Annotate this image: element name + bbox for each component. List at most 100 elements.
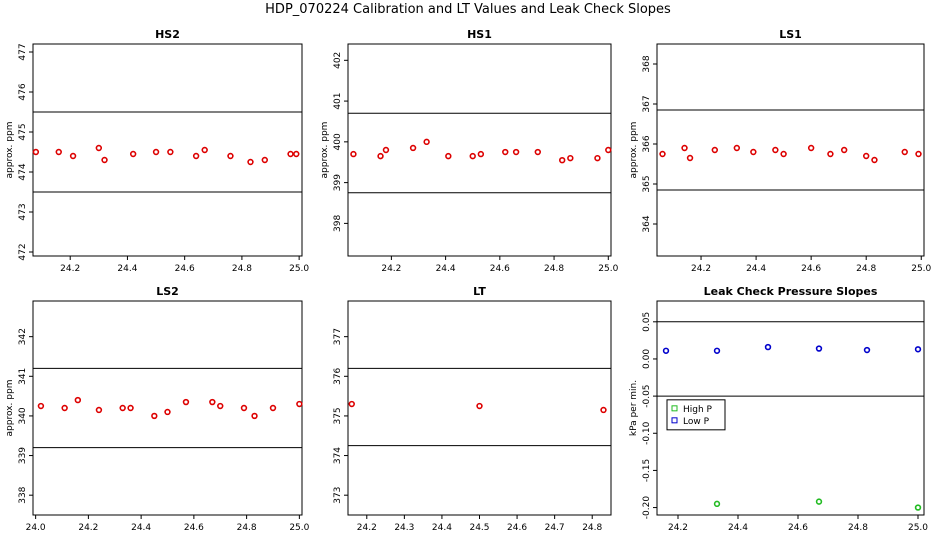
data-point [780,150,787,158]
legend-box [666,399,726,431]
data-point [287,150,294,158]
panel-title: HS2 [155,28,180,41]
x-tick-label: 24.4 [746,264,766,274]
data-point [151,412,158,420]
plot-frame [656,300,925,516]
panel-title: HS1 [467,28,492,41]
y-tick-label: 474 [18,163,28,180]
data-point [61,404,68,412]
y-tick-label: 0.05 [642,312,652,332]
data-point [659,150,666,158]
y-tick-label: 398 [333,215,343,232]
data-point [871,156,878,164]
y-tick-label: 476 [18,83,28,100]
data-point [55,148,62,156]
data-point [167,148,174,156]
x-tick-label: 24.2 [668,523,688,533]
y-axis-label: approx. ppm [5,122,15,179]
panel-hs1: HS1 24.2 24.4 24.6 24.8 25.0 398 399 400 401 402 ap… [320,28,619,274]
x-tick-label: 24.0 [26,523,46,533]
data-point [247,158,254,166]
panel-title: LT [473,285,486,298]
x-tick-label: 25.0 [908,523,928,533]
data-point [502,148,509,156]
plot-frame [656,43,925,257]
data-point [95,144,103,152]
y-axis-label: kPa per min. [629,380,639,436]
x-tick-label: 24.4 [432,523,452,533]
y-tick-label: 377 [333,328,343,345]
data-point [713,500,721,508]
data-point [377,152,384,160]
y-tick-label: 472 [18,243,28,260]
y-tick-label: 374 [333,447,343,464]
legend-swatch [671,417,678,424]
data-point [74,396,82,404]
data-point [815,498,823,505]
data-point [201,146,208,154]
data-point [293,150,300,158]
data-point [476,402,483,410]
page-title: HDP_070224 Calibration and LT Values and… [265,2,671,17]
y-tick-label: 399 [333,174,343,191]
data-point [469,152,476,160]
y-axis-label: approx. ppm [629,122,639,179]
panel-ls2: LS2 24.0 24.2 24.4 24.6 24.8 25.0 338 339 340 341 3… [5,285,310,533]
y-tick-label: 368 [642,55,652,72]
y-tick-label: 400 [333,133,343,150]
x-tick-label: 24.4 [117,264,137,274]
y-tick-label: 339 [18,447,28,464]
data-point [382,146,390,154]
data-point [512,148,520,156]
y-tick-label: 365 [642,175,652,192]
data-point [261,156,268,164]
x-tick-label: 24.6 [184,523,204,533]
data-point [807,144,815,152]
data-point [445,152,452,160]
y-tick-label: 0.00 [642,349,652,369]
x-tick-label: 24.8 [856,264,876,274]
data-point [605,146,612,154]
panel-leak: Leak Check Pressure Slopes 24.2 24.4 24.6 24… [629,285,928,533]
plot-frame [32,300,303,516]
data-point [914,504,922,511]
data-point [713,347,721,354]
y-tick-label: 376 [333,367,343,384]
data-point [594,154,601,162]
y-tick-label: 341 [18,368,28,385]
y-tick-label: 402 [333,52,343,69]
y-tick-label: -0.20 [642,496,652,520]
data-point [32,148,40,156]
x-tick-label: 25.0 [289,264,309,274]
data-point [423,138,430,146]
plot-frame [347,43,612,257]
y-tick-label: 367 [642,95,652,112]
data-point [686,154,694,162]
panel-title: LS1 [779,28,802,41]
plot-frame [32,43,303,257]
x-tick-label: 24.8 [582,523,602,533]
x-tick-label: 24.2 [381,264,401,274]
x-tick-label: 25.0 [598,264,618,274]
y-tick-label: 401 [333,92,343,109]
data-point [269,404,277,412]
legend-label: High P [683,405,713,415]
data-point [477,150,485,158]
data-point [567,154,574,162]
data-point [840,146,848,154]
y-tick-label: 366 [642,135,652,152]
data-point [750,148,757,156]
data-point [296,400,303,408]
y-tick-label: 338 [18,486,28,503]
data-point [914,346,922,353]
y-tick-label: -0.15 [642,459,652,482]
data-point [69,152,77,160]
x-tick-label: 24.8 [848,523,868,533]
x-tick-label: 24.8 [544,264,564,274]
x-tick-label: 24.2 [357,523,377,533]
x-tick-label: 24.8 [237,523,257,533]
data-point [127,404,134,412]
x-tick-label: 24.6 [175,264,195,274]
data-point [409,144,417,152]
